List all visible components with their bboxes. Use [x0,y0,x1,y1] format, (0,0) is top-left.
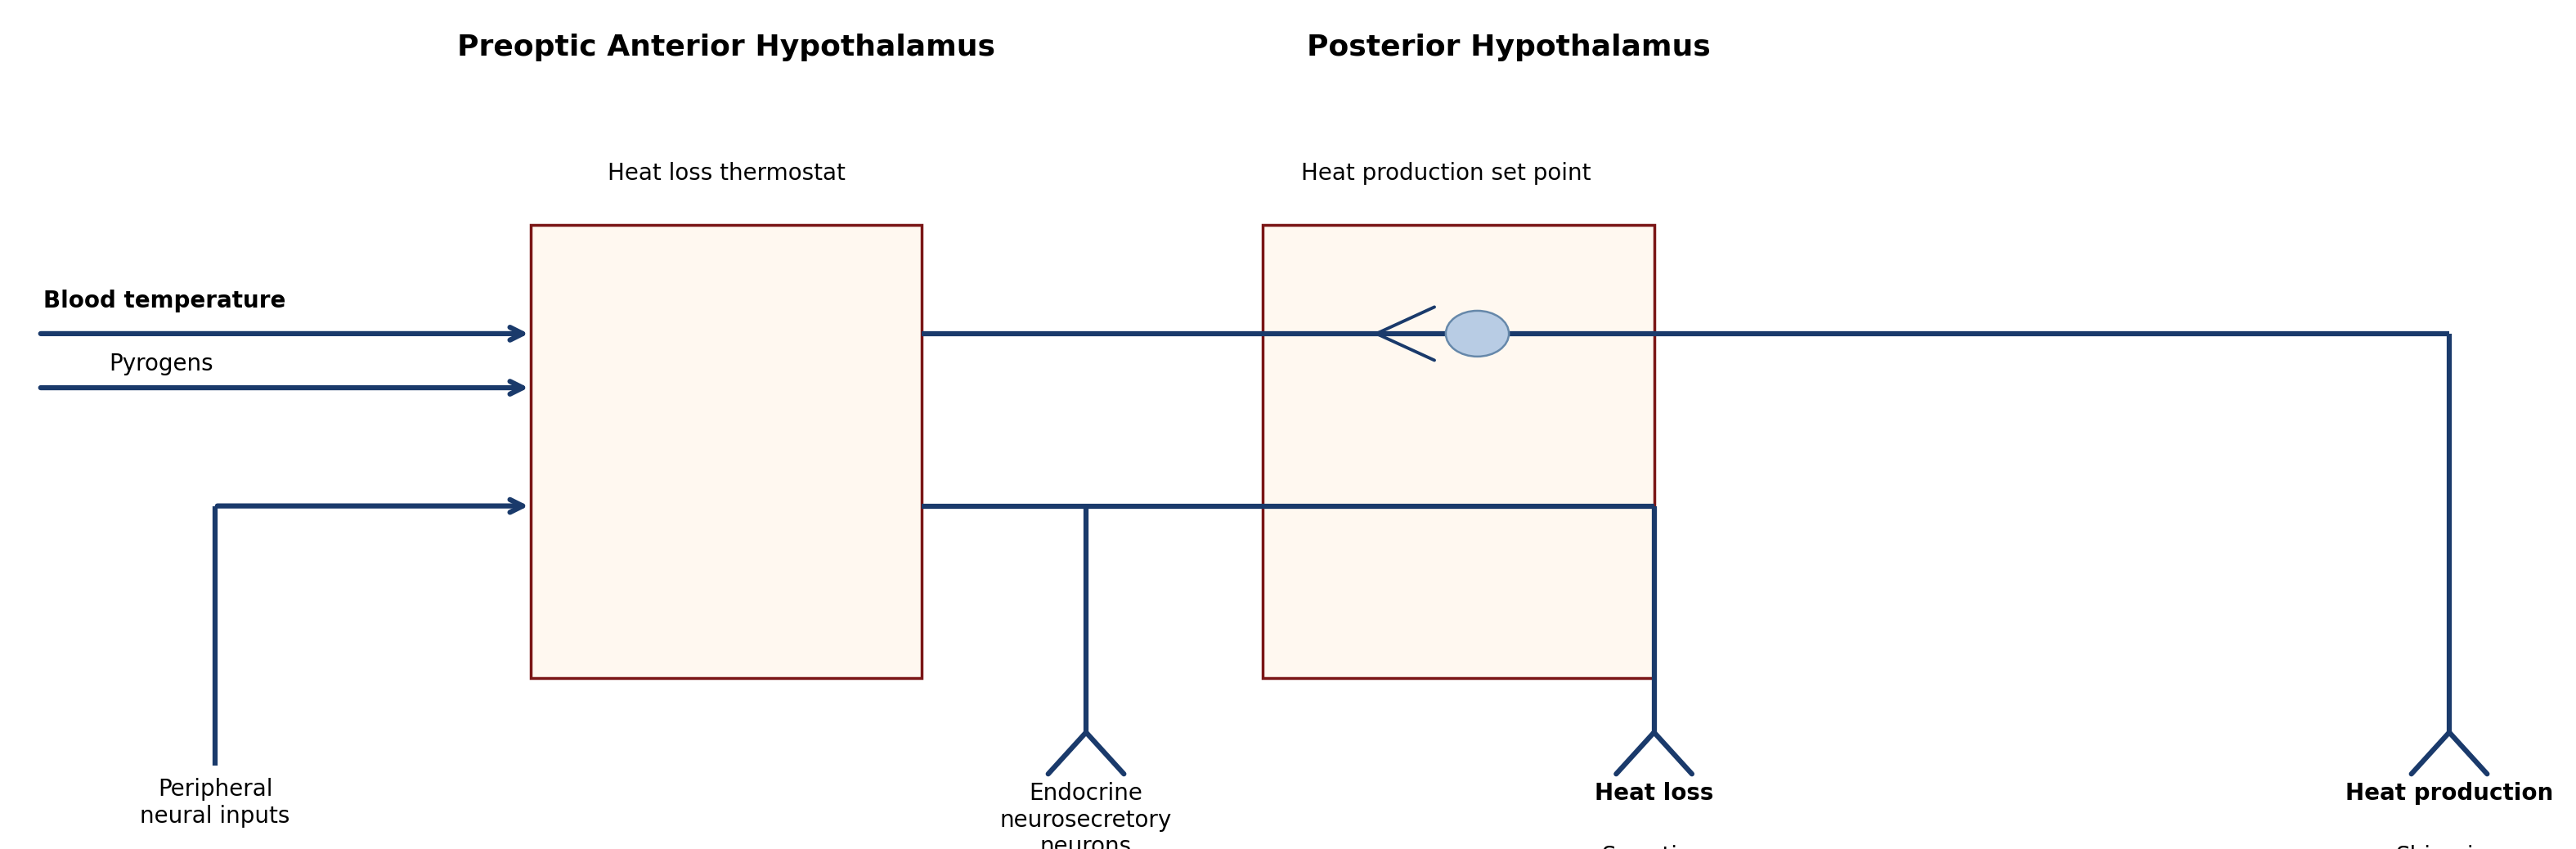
Text: Shivering
Vasoconstriction: Shivering Vasoconstriction [2357,845,2543,849]
Text: Blood temperature: Blood temperature [44,290,286,312]
Text: Heat loss: Heat loss [1595,782,1713,805]
Bar [531,225,922,678]
Bar [1262,225,1654,678]
Text: Sweating
Vasodilation: Sweating Vasodilation [1584,845,1723,849]
Text: Heat production set point: Heat production set point [1301,162,1592,185]
Text: Posterior Hypothalamus: Posterior Hypothalamus [1306,33,1710,61]
Ellipse shape [1445,311,1510,357]
Text: Endocrine
neurosecretory
neurons: Endocrine neurosecretory neurons [999,782,1172,849]
Text: Heat production: Heat production [2344,782,2553,805]
Text: Preoptic Anterior Hypothalamus: Preoptic Anterior Hypothalamus [459,33,994,61]
Text: Peripheral
neural inputs: Peripheral neural inputs [139,778,291,828]
Text: Heat loss thermostat: Heat loss thermostat [608,162,845,185]
Text: Pyrogens: Pyrogens [108,352,214,375]
